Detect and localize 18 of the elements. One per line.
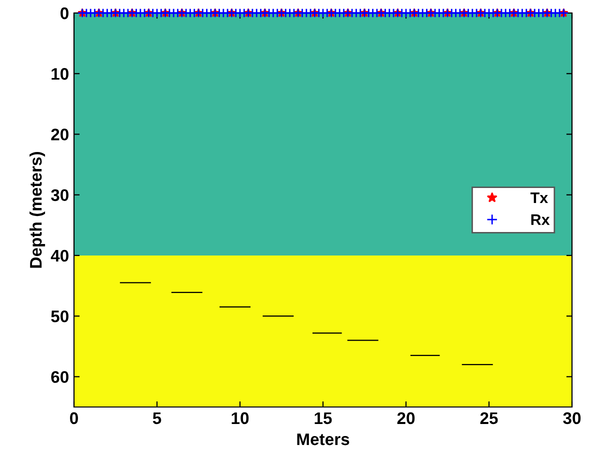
x-tick-label: 30 <box>563 412 581 424</box>
legend-label: Tx <box>530 192 548 204</box>
x-tick-label: 20 <box>397 412 415 424</box>
x-tick-label: 10 <box>232 412 249 424</box>
x-tick-label: 5 <box>152 412 162 424</box>
y-tick-label: 40 <box>50 250 68 262</box>
y-tick-label: 60 <box>51 371 68 383</box>
y-tick-label: 30 <box>50 189 68 202</box>
x-tick-label: 25 <box>480 412 498 424</box>
y-tick-label: 50 <box>51 310 68 322</box>
x-tick-label: 15 <box>314 412 332 424</box>
y-axis-title: Depth (meters) <box>30 152 46 268</box>
legend-label: Rx <box>531 214 550 225</box>
x-axis-title: Meters <box>297 434 350 446</box>
y-tick-label: 20 <box>51 128 68 140</box>
y-tick-label: 10 <box>52 68 68 80</box>
y-tick-label: 0 <box>60 7 68 20</box>
x-tick-label: 0 <box>70 412 78 424</box>
